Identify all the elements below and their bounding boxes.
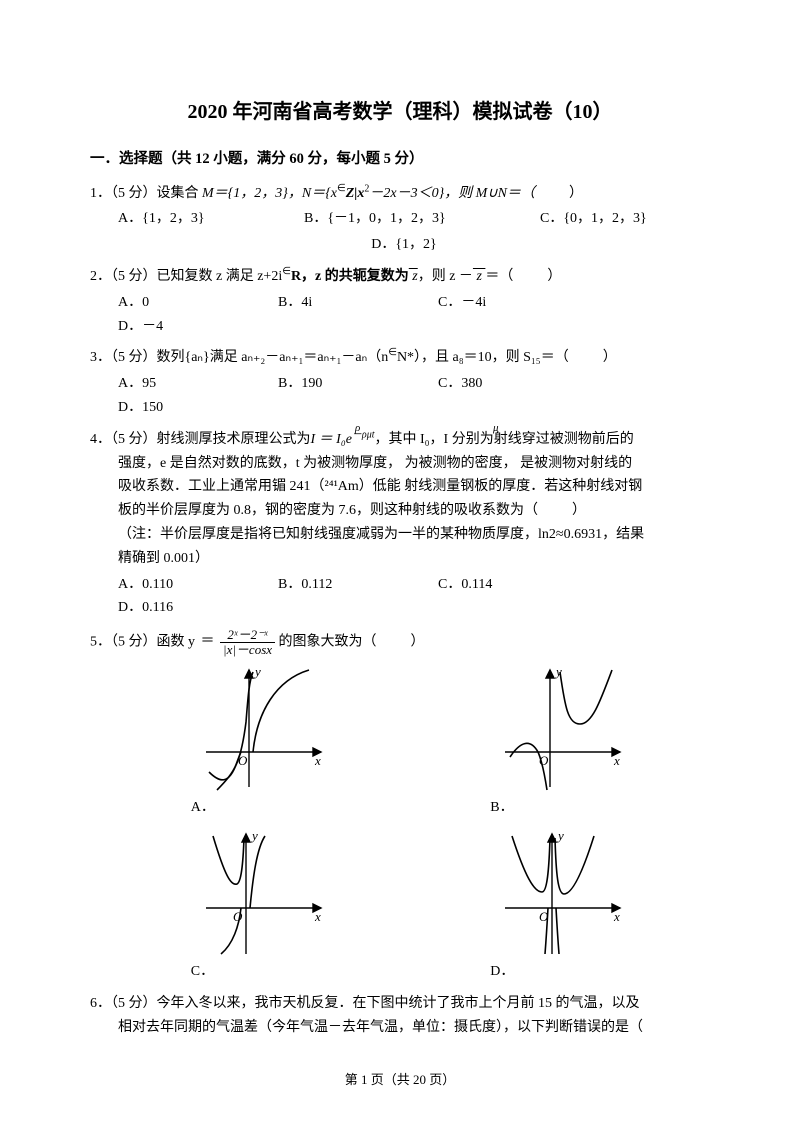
q2-opt-a: A．0	[118, 291, 258, 315]
q4-opt-a: A．0.110	[118, 573, 258, 597]
q1-stem: 1．（5 分）设集合	[90, 186, 202, 201]
q5-b: B．	[490, 796, 513, 820]
q1-end: ）	[569, 186, 583, 201]
zbar2: z	[473, 269, 485, 284]
q3-opt-a: A．95	[118, 372, 258, 396]
q5-num: 2ˣ－2⁻ˣ	[220, 628, 275, 643]
q1-m: M＝{1，2，3}，N＝{x	[202, 186, 337, 201]
q2-stem-c: ，则 z －	[418, 269, 473, 284]
q1-opt-c: C．{0，1，2，3}	[540, 207, 690, 231]
q5-eq: ＝	[201, 634, 215, 649]
q3-stem-a: 3．（5 分）数列{aₙ}满足 aₙ₊₂－aₙ₊₁＝aₙ₊₁－aₙ（n	[90, 350, 388, 365]
q3-stem-b: N*），且 a₈＝10，则 S₁₅＝（	[397, 350, 569, 365]
svg-text:O: O	[238, 753, 248, 768]
svg-text:y: y	[556, 828, 564, 843]
q4-l2: 强度，e 是自然对数的底数，t 为被测物厚度， 为被测物的密度， 是被测物对射线…	[90, 452, 710, 476]
svg-text:O: O	[539, 753, 549, 768]
q4-opt-d: D．0.116	[118, 596, 258, 620]
question-3: 3．（5 分）数列{aₙ}满足 aₙ₊₂－aₙ₊₁＝aₙ₊₁－aₙ（n∈N*），…	[90, 346, 710, 419]
q5-pre: 5．（5 分）函数 y	[90, 635, 195, 650]
q4-opt-b: B．0.112	[278, 573, 418, 597]
svg-text:x: x	[314, 753, 321, 768]
q2-stem-a: 2．（5 分）已知复数 z 满足 z+2i	[90, 269, 282, 284]
section-heading: 一．选择题（共 12 小题，满分 60 分，每小题 5 分）	[90, 147, 710, 172]
q6-l2: 相对去年同期的气温差（今年气温－去年气温，单位：摄氏度），以下判断错误的是（	[90, 1016, 710, 1040]
q2-end: ）	[547, 269, 561, 284]
graph-a-icon: O x y	[191, 662, 331, 792]
q3-opt-b: B．190	[278, 372, 418, 396]
q4-l3: 吸收系数．工业上通常用镅 241（²⁴¹Am）低能 射线测量钢板的厚度．若这种射…	[90, 475, 710, 499]
zbar1: z	[409, 269, 418, 284]
q5-a: A．	[191, 796, 215, 820]
q4-l4: 板的半价层厚度为 0.8，钢的密度为 7.6，则这种射线的吸收系数为（	[118, 503, 538, 518]
q2-stem-d: ＝（	[485, 269, 513, 284]
graph-d-icon: O x y	[490, 826, 630, 956]
q4-l4e: ）	[572, 503, 586, 518]
rho-label: ρ	[355, 419, 360, 438]
svg-text:x: x	[613, 909, 620, 924]
q1-opt-b: B．{－1，0，1，2，3}	[304, 207, 504, 231]
q5-post: 的图象大致为（	[279, 635, 377, 650]
in-icon: ∈	[282, 266, 291, 277]
mu-label: μ	[493, 419, 499, 438]
q3-opt-c: C．380	[438, 372, 578, 396]
q4-formula: I ＝ I₀e	[311, 432, 352, 447]
q2-opt-c: C．－4i	[438, 291, 578, 315]
q4-pre: 4．（5 分）射线测厚技术原理公式为	[90, 432, 311, 447]
q4-n1: （注：半价层厚度是指将已知射线强度减弱为一半的某种物质厚度，ln2≈0.6931…	[90, 523, 710, 547]
svg-text:x: x	[613, 753, 620, 768]
graph-c-icon: O x y	[191, 826, 331, 956]
q1-opt-a: A．{1，2，3}	[118, 207, 268, 231]
svg-text:y: y	[253, 664, 261, 679]
q4-n2: 精确到 0.001）	[90, 547, 710, 571]
q5-c: C．	[191, 960, 214, 984]
in-icon: ∈	[388, 347, 397, 358]
q6-l1: 6．（5 分）今年入冬以来，我市天机反复．在下图中统计了我市上个月前 15 的气…	[90, 992, 710, 1016]
svg-text:y: y	[554, 664, 562, 679]
question-1: 1．（5 分）设集合 M＝{1，2，3}，N＝{x∈Z|x2－2x－3＜0}，则…	[90, 182, 710, 257]
svg-text:O: O	[233, 909, 243, 924]
q5-post-end: ）	[411, 635, 425, 650]
q5-d: D．	[490, 960, 514, 984]
q1-z: Z|x	[346, 186, 365, 201]
q3-opt-d: D．150	[118, 396, 258, 420]
page-title: 2020 年河南省高考数学（理科）模拟试卷（10）	[90, 95, 710, 129]
in-icon: ∈	[337, 183, 346, 194]
q2-opt-b: B．4i	[278, 291, 418, 315]
q5-den: |x|－cosx	[220, 643, 275, 657]
svg-text:x: x	[314, 909, 321, 924]
q4-opt-c: C．0.114	[438, 573, 578, 597]
q1-stem2: －2x－3＜0}，则 M∪N＝（	[369, 186, 535, 201]
q4-post1: ，其中 I₀，I 分别为射线穿过被测物前后的	[375, 432, 634, 447]
question-6: 6．（5 分）今年入冬以来，我市天机反复．在下图中统计了我市上个月前 15 的气…	[90, 992, 710, 1040]
q1-opt-d: D．{1，2}	[371, 233, 437, 257]
graph-b-icon: O x y	[490, 662, 630, 792]
svg-text:y: y	[250, 828, 258, 843]
q2-r: R，z 的共轭复数为	[291, 269, 409, 284]
question-2: 2．（5 分）已知复数 z 满足 z+2i∈R，z 的共轭复数为 z，则 z －…	[90, 265, 710, 338]
question-5: 5．（5 分）函数 y ＝ 2ˣ－2⁻ˣ |x|－cosx 的图象大致为（ ）	[90, 628, 710, 984]
question-4: ρ μ 4．（5 分）射线测厚技术原理公式为I ＝ I₀e－ρμt，其中 I₀，…	[90, 428, 710, 620]
q2-opt-d: D．－4	[118, 315, 258, 339]
q3-end: ）	[603, 350, 617, 365]
page-footer: 第 1 页（共 20 页）	[0, 1069, 800, 1091]
q5-frac: 2ˣ－2⁻ˣ |x|－cosx	[220, 628, 275, 656]
svg-text:O: O	[539, 909, 549, 924]
